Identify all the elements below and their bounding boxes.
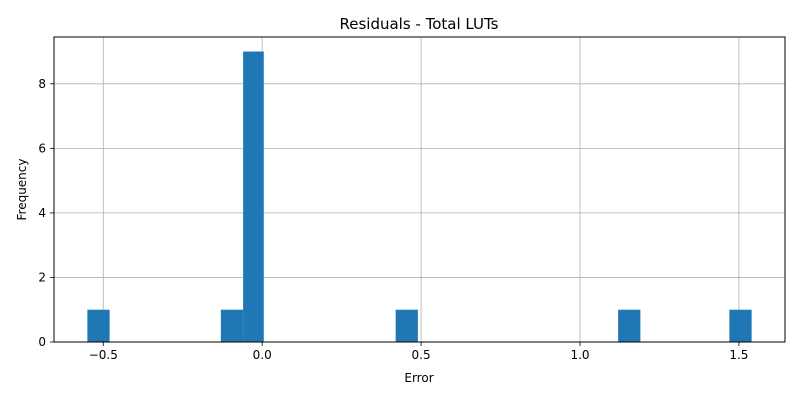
histogram-bar: [618, 309, 641, 342]
y-tick-label: 0: [38, 335, 46, 349]
plot-frame: [53, 36, 786, 343]
y-tick-label: 6: [38, 141, 46, 155]
histogram-bar: [729, 309, 752, 342]
x-axis-label: Error: [404, 371, 433, 385]
x-tick-label: 1.0: [570, 348, 589, 362]
histogram-bar: [395, 309, 418, 342]
bars: [87, 51, 752, 343]
x-tick-label: 0.5: [412, 348, 431, 362]
histogram-bar: [87, 309, 110, 342]
y-tick-label: 4: [38, 206, 46, 220]
histogram-bar: [243, 51, 264, 343]
x-tick-label: 1.5: [729, 348, 748, 362]
y-tick-label: 8: [38, 77, 46, 91]
ticks: −0.5 0.0 0.5 1.0 1.5 0 2 4 6 8: [38, 77, 748, 362]
grid: [54, 37, 785, 343]
y-axis-label: Frequency: [15, 159, 29, 221]
histogram-bar: [220, 309, 244, 342]
chart-title: Residuals - Total LUTs: [340, 15, 499, 33]
y-tick-label: 2: [38, 270, 46, 284]
x-tick-label: −0.5: [89, 348, 118, 362]
x-tick-label: 0.0: [253, 348, 272, 362]
